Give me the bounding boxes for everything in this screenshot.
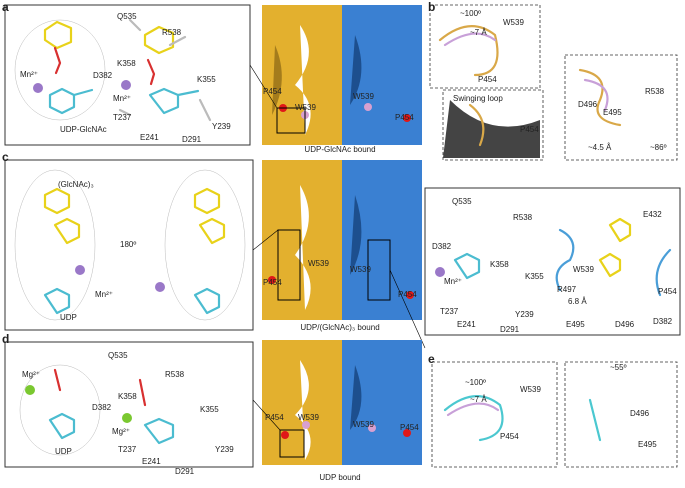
label: UDP-GlcNAc	[60, 125, 107, 134]
label: ~86º	[650, 143, 667, 152]
label: Mn²⁺	[95, 290, 113, 299]
label: D496	[630, 409, 650, 418]
label: D382	[653, 317, 673, 326]
caption: UDP/(GlcNAc)₃ bound	[300, 323, 379, 332]
label: W539	[353, 92, 374, 101]
label: K355	[200, 405, 219, 414]
panel-d-box	[4, 341, 254, 468]
label: ~7 Å	[470, 395, 487, 404]
caption: UDP bound	[319, 473, 360, 482]
label: Mg²⁺	[112, 427, 130, 436]
label: P454	[658, 287, 677, 296]
label: Swinging loop	[453, 94, 503, 103]
label: D382	[92, 403, 112, 412]
label: W539	[298, 413, 319, 422]
label: K355	[525, 272, 544, 281]
label: D496	[578, 100, 598, 109]
label: W539	[350, 265, 371, 274]
label: W539	[503, 18, 524, 27]
label: K358	[490, 260, 509, 269]
label: E495	[603, 108, 622, 117]
label: Mg²⁺	[22, 370, 40, 379]
label: 180º	[120, 240, 136, 249]
label: T237	[118, 445, 137, 454]
panel-b-box	[564, 54, 678, 161]
label: (GlcNAc)₃	[58, 180, 94, 189]
label: K358	[117, 59, 136, 68]
label: D496	[615, 320, 635, 329]
label: 6.8 Å	[568, 297, 587, 306]
label: D291	[182, 135, 202, 144]
label: ~55º	[610, 363, 627, 372]
label: Mn²⁺	[444, 277, 462, 286]
label: D382	[93, 71, 113, 80]
label: E241	[142, 457, 161, 466]
panel-a-box	[4, 4, 251, 146]
panel-letter: c	[2, 150, 9, 164]
label: UDP	[60, 313, 77, 322]
label: D291	[175, 467, 195, 476]
label: P454	[263, 278, 282, 287]
label: Q535	[117, 12, 137, 21]
label: P454	[520, 125, 539, 134]
label: Q535	[108, 351, 128, 360]
label: Mn²⁺	[113, 94, 131, 103]
label: Y239	[515, 310, 534, 319]
caption: UDP-GlcNAc bound	[304, 145, 375, 154]
panel-b-box	[429, 4, 541, 89]
label: ~4.5 Å	[588, 143, 612, 152]
label: ~7 Å	[470, 28, 487, 37]
label: P454	[398, 290, 417, 299]
panel-letter: e	[428, 352, 435, 366]
label: W539	[308, 259, 329, 268]
label: P454	[500, 432, 519, 441]
label: E241	[140, 133, 159, 142]
label: R497	[557, 285, 577, 294]
label: R538	[645, 87, 665, 96]
label: K358	[118, 392, 137, 401]
label: R538	[162, 28, 182, 37]
panel-letter: b	[428, 0, 435, 14]
label: W539	[520, 385, 541, 394]
label: Mn²⁺	[20, 70, 38, 79]
label: W539	[573, 265, 594, 274]
label: K355	[197, 75, 216, 84]
label: R538	[165, 370, 185, 379]
label: R538	[513, 213, 533, 222]
panel-letter: d	[2, 332, 9, 346]
label: W539	[353, 420, 374, 429]
label: E432	[643, 210, 662, 219]
label: Q535	[452, 197, 472, 206]
label: UDP	[55, 447, 72, 456]
label: E495	[566, 320, 585, 329]
label: D291	[500, 325, 520, 334]
label: P454	[400, 423, 419, 432]
panel-letter: a	[2, 0, 9, 14]
label: P454	[478, 75, 497, 84]
label: E241	[457, 320, 476, 329]
label: T237	[440, 307, 459, 316]
panel-c-box	[4, 159, 254, 331]
panel-e-box	[431, 361, 558, 468]
label: ~100º	[465, 378, 486, 387]
label: Y239	[215, 445, 234, 454]
surface-images	[249, 5, 426, 465]
label: E495	[638, 440, 657, 449]
label: D382	[432, 242, 452, 251]
label: T237	[113, 113, 132, 122]
label: Y239	[212, 122, 231, 131]
label: ~100º	[460, 9, 481, 18]
panel-b-box	[442, 89, 544, 161]
molecule-sketches	[14, 18, 672, 456]
label: P454	[395, 113, 414, 122]
label: W539	[295, 103, 316, 112]
panel-c-zoom-box	[424, 187, 681, 336]
label: P454	[263, 87, 282, 96]
label: P454	[265, 413, 284, 422]
panel-e-box	[564, 361, 678, 468]
